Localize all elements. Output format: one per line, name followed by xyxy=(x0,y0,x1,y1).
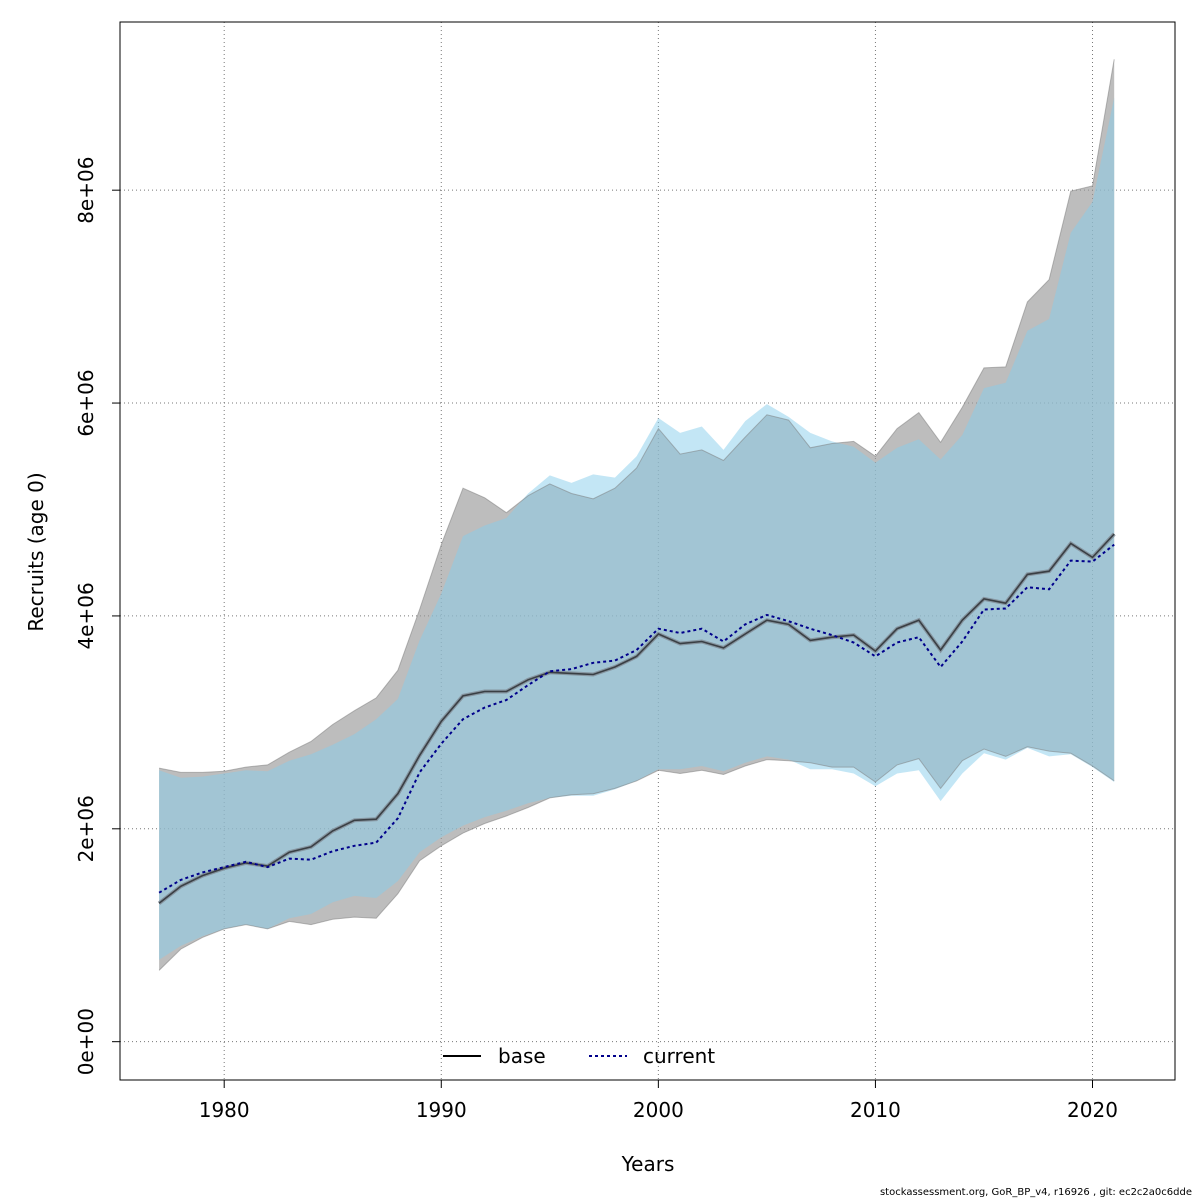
legend-current-label: current xyxy=(643,1044,715,1068)
x-tick-label: 1980 xyxy=(199,1098,250,1122)
y-tick-label: 0e+00 xyxy=(74,1008,98,1075)
y-tick-label: 8e+06 xyxy=(74,157,98,224)
y-tick-label: 4e+06 xyxy=(74,582,98,649)
base-estimate-line xyxy=(158,533,1115,904)
axes: 1980 1990 2000 2010 2020 0e+00 2e+06 4e+06 6e+06… xyxy=(74,157,1118,1122)
footer-note: stockassessment.org, GoR_BP_v4, r16926 ,… xyxy=(879,1187,1192,1198)
base-lower-edge xyxy=(158,746,1115,971)
confidence-bands xyxy=(158,59,1115,971)
base-upper-edge xyxy=(159,59,1115,773)
x-tick-label: 1990 xyxy=(416,1098,467,1122)
x-tick-label: 2020 xyxy=(1067,1098,1118,1122)
y-axis-title: Recruits (age 0) xyxy=(24,472,48,631)
y-tick-label: 6e+06 xyxy=(74,369,98,436)
x-tick-label: 2000 xyxy=(633,1098,684,1122)
x-tick-label: 2010 xyxy=(850,1098,901,1122)
x-axis-title: Years xyxy=(621,1152,675,1176)
current-confidence-band xyxy=(159,97,1115,960)
estimate-lines xyxy=(157,532,1116,905)
y-tick-label: 2e+06 xyxy=(74,795,98,862)
legend-base-label: base xyxy=(498,1044,546,1068)
plot-frame xyxy=(119,21,1176,1081)
legend: base current xyxy=(443,1044,715,1068)
